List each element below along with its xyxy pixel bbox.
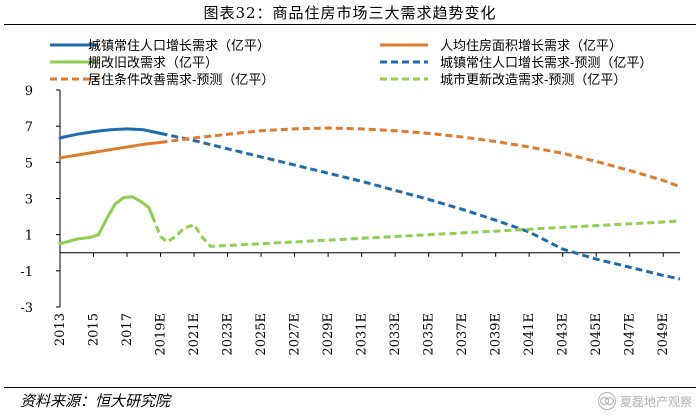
x-tick-label: 2041E — [522, 313, 537, 356]
wechat-icon — [597, 392, 616, 410]
x-tick-label: 2025E — [254, 313, 269, 356]
x-tick-label: 2015 — [87, 313, 102, 346]
legend-label-6: 城市更新改造需求-预测（亿平） — [440, 72, 626, 88]
y-tick-label: 5 — [25, 156, 33, 171]
series-line-2 — [58, 140, 162, 160]
y-tick-label: 9 — [25, 84, 33, 99]
legend-label-3: 棚改旧改需求（亿平） — [88, 56, 218, 71]
series-line-6 — [150, 215, 681, 248]
chart-title: 图表32：商品住房市场三大需求趋势变化 — [203, 4, 497, 22]
x-tick-label: 2049E — [656, 313, 671, 356]
legend: 城镇常住人口增长需求（亿平） 人均住房面积增长需求（亿平） 棚改旧改需求（亿平） 城镇… — [50, 38, 652, 88]
chart-canvas: 城镇常住人口增长需求（亿平） 人均住房面积增长需求（亿平） 棚改旧改需求（亿平） 城镇… — [20, 38, 681, 356]
x-tick-label: 2037E — [455, 313, 470, 356]
series-line-3 — [58, 195, 154, 246]
x-tick-label: 2017 — [120, 313, 135, 346]
y-tick-label: -1 — [20, 265, 33, 280]
x-tick-label: 2033E — [388, 313, 403, 356]
x-tick-label: 2031E — [355, 313, 370, 356]
x-tick-label: 2021E — [187, 313, 202, 356]
x-tick-label: 2023E — [221, 313, 236, 356]
y-tick-label: 3 — [25, 193, 33, 208]
top-rule — [4, 24, 696, 25]
x-tick-label: 2029E — [321, 313, 336, 356]
legend-label-2: 人均住房面积增长需求（亿平） — [440, 38, 622, 54]
source-note: 资料来源：恒大研究院 — [20, 392, 171, 410]
legend-label-1: 城镇常住人口增长需求（亿平） — [88, 39, 270, 54]
axes: 9 7 5 3 1 -1 -3 2013 2015 2017 2019E 2021E 2023E 2025… — [20, 84, 680, 356]
x-tick-label: 2045E — [589, 313, 604, 356]
y-tick-label: 1 — [25, 229, 33, 244]
bottom-rule — [4, 387, 696, 388]
legend-label-4: 城镇常住人口增长需求-预测（亿平） — [440, 56, 652, 71]
x-tick-label: 2035E — [422, 313, 437, 356]
watermark: 夏磊地产观察 — [597, 392, 692, 410]
series-line-1 — [58, 127, 162, 140]
legend-label-5: 居住条件改善需求-预测（亿平） — [88, 72, 274, 88]
watermark-text: 夏磊地产观察 — [619, 394, 692, 409]
y-tick-label: -3 — [20, 301, 33, 316]
x-tick-label: 2013 — [53, 313, 68, 346]
y-tick-label: 7 — [25, 120, 33, 135]
series-line-5 — [160, 126, 681, 189]
series-group — [58, 126, 681, 281]
x-tick-label: 2043E — [556, 313, 571, 356]
x-tick-label: 2047E — [623, 313, 638, 356]
x-tick-label: 2027E — [288, 313, 303, 356]
x-tick-label: 2039E — [489, 313, 504, 356]
x-tick-label: 2019E — [154, 313, 169, 356]
series-line-4 — [160, 131, 681, 281]
